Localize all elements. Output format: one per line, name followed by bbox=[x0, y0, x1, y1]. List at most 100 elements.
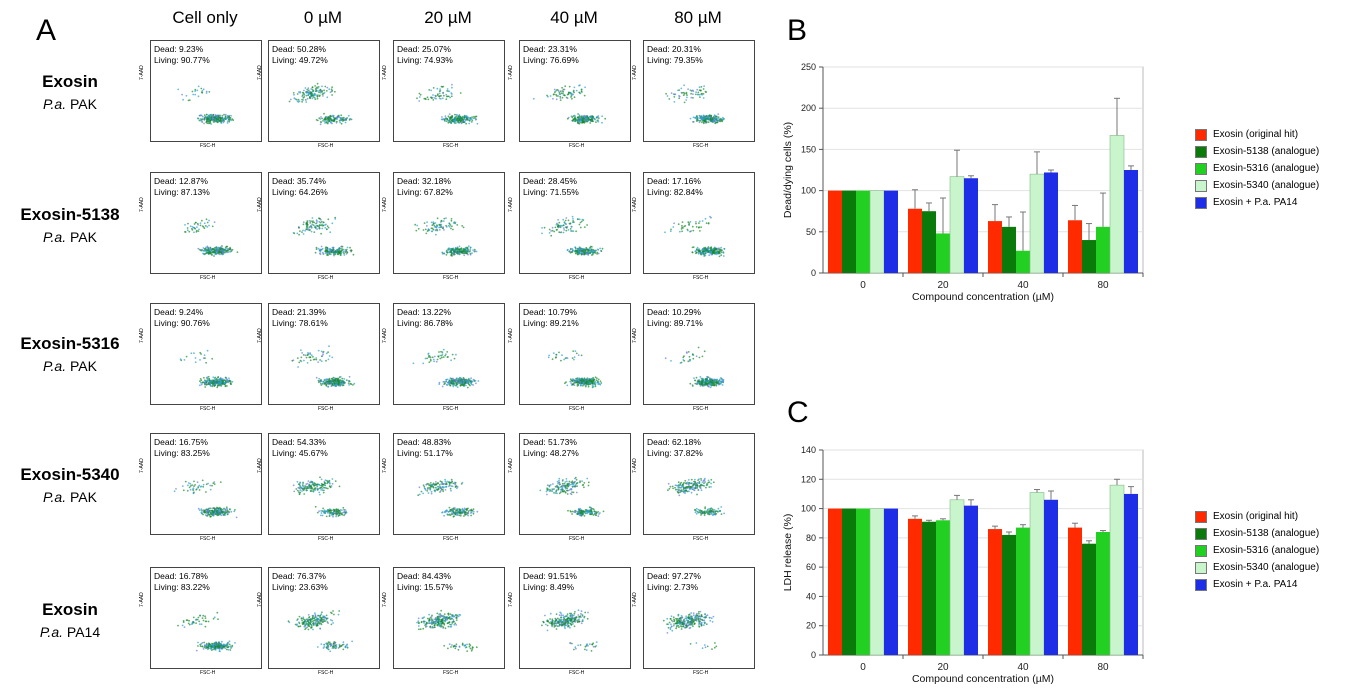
flow-y-axis-label: 7-AAD bbox=[632, 328, 638, 343]
y-tick-label: 20 bbox=[806, 621, 816, 631]
flow-x-axis-label: FSC-H bbox=[693, 406, 709, 412]
strain-species: P.a. bbox=[43, 358, 67, 374]
flow-scatter bbox=[664, 215, 726, 258]
living-percentage: Living: 87.13% bbox=[154, 187, 210, 197]
bar bbox=[1096, 226, 1110, 273]
bar bbox=[828, 508, 842, 655]
dead-percentage: Dead: 91.51% bbox=[523, 571, 577, 581]
flow-x-axis-label: FSC-H bbox=[693, 536, 709, 542]
living-percentage: Living: 79.35% bbox=[647, 55, 703, 65]
y-tick-label: 100 bbox=[801, 504, 816, 514]
legend-swatch bbox=[1195, 179, 1207, 192]
flow-plot-stats: Dead: 62.18% Living: 37.82% bbox=[647, 437, 703, 459]
bar bbox=[1016, 250, 1030, 273]
flow-y-axis-label: 7-AAD bbox=[139, 328, 145, 343]
strain-species: P.a. bbox=[39, 624, 63, 640]
dead-percentage: Dead: 10.79% bbox=[523, 307, 577, 317]
bar bbox=[988, 529, 1002, 655]
flow-scatter bbox=[177, 611, 236, 653]
bar bbox=[936, 520, 950, 655]
flow-plot: Dead: 62.18% Living: 37.82% 7-AAD FSC-H bbox=[632, 433, 755, 545]
row-label: Exosin-5316 P.a. PAK bbox=[0, 334, 140, 374]
flow-plot: Dead: 97.27% Living: 2.73% 7-AAD FSC-H bbox=[632, 567, 755, 679]
flow-plot-frame bbox=[268, 567, 380, 669]
flow-scatter bbox=[416, 609, 478, 652]
bar bbox=[1068, 220, 1082, 273]
flow-plot: Dead: 51.73% Living: 48.27% 7-AAD FSC-H bbox=[508, 433, 631, 545]
flow-plot: Dead: 10.29% Living: 89.71% 7-AAD FSC-H bbox=[632, 303, 755, 415]
living-percentage: Living: 49.72% bbox=[272, 55, 328, 65]
panel-letter-c: C bbox=[787, 396, 809, 429]
flow-plot-stats: Dead: 35.74% Living: 64.26% bbox=[272, 176, 328, 198]
flow-plot-stats: Dead: 21.39% Living: 78.61% bbox=[272, 307, 328, 329]
bar bbox=[1096, 532, 1110, 655]
bar bbox=[1124, 493, 1138, 655]
bar bbox=[1082, 240, 1096, 273]
legend-swatch bbox=[1195, 510, 1207, 523]
flow-scatter bbox=[417, 478, 479, 518]
legend-label: Exosin + P.a. PA14 bbox=[1213, 197, 1298, 208]
row-compound-name: Exosin bbox=[42, 600, 98, 619]
row-compound-name: Exosin-5138 bbox=[20, 205, 120, 224]
flow-plot-stats: Dead: 16.75% Living: 83.25% bbox=[154, 437, 210, 459]
living-percentage: Living: 64.26% bbox=[272, 187, 328, 197]
flow-x-axis-label: FSC-H bbox=[693, 670, 709, 676]
flow-y-axis-label: 7-AAD bbox=[382, 65, 388, 80]
flow-y-axis-label: 7-AAD bbox=[632, 197, 638, 212]
flow-y-axis-label: 7-AAD bbox=[508, 592, 514, 607]
column-header: 0 µM bbox=[303, 8, 343, 27]
flow-y-axis-label: 7-AAD bbox=[382, 328, 388, 343]
living-percentage: Living: 67.82% bbox=[397, 187, 453, 197]
row-compound-name: Exosin-5340 bbox=[20, 465, 120, 484]
chart-c-ldh-release: 0 20 40 60 80 100 120 140 0 20 40 80 Compound concen… bbox=[782, 445, 1144, 685]
flow-scatter bbox=[292, 216, 355, 257]
legend-swatch bbox=[1195, 544, 1207, 557]
flow-plot: Dead: 17.16% Living: 82.84% 7-AAD FSC-H bbox=[632, 172, 755, 284]
flow-scatter bbox=[667, 477, 725, 517]
flow-plot-stats: Dead: 51.73% Living: 48.27% bbox=[523, 437, 579, 459]
living-percentage: Living: 15.57% bbox=[397, 582, 453, 592]
flow-y-axis-label: 7-AAD bbox=[508, 65, 514, 80]
dead-percentage: Dead: 76.37% bbox=[272, 571, 326, 581]
row-strain: P.a. PAK bbox=[0, 358, 140, 374]
flow-y-axis-label: 7-AAD bbox=[632, 65, 638, 80]
dead-percentage: Dead: 17.16% bbox=[647, 176, 701, 186]
flow-x-axis-label: FSC-H bbox=[318, 536, 334, 542]
dead-percentage: Dead: 50.28% bbox=[272, 44, 326, 54]
flow-plot-frame bbox=[519, 40, 631, 142]
living-percentage: Living: 8.49% bbox=[523, 582, 575, 592]
bar bbox=[964, 178, 978, 273]
legend-swatch bbox=[1195, 145, 1207, 158]
x-tick-label: 0 bbox=[860, 280, 866, 291]
legend-item: Exosin-5138 (analogue) bbox=[1195, 143, 1319, 160]
flow-plot-stats: Dead: 16.78% Living: 83.22% bbox=[154, 571, 210, 593]
legend-item: Exosin-5316 (analogue) bbox=[1195, 160, 1319, 177]
flow-scatter bbox=[416, 83, 479, 125]
flow-x-axis-label: FSC-H bbox=[569, 406, 585, 412]
flow-y-axis-label: 7-AAD bbox=[257, 197, 263, 212]
y-tick-label: 250 bbox=[801, 62, 816, 72]
bar bbox=[842, 508, 856, 655]
chart-b-dead-dying-cells: 0 50 100 150 200 250 0 20 40 80 Compound concentra… bbox=[782, 62, 1144, 303]
flow-scatter bbox=[412, 348, 480, 389]
flow-plot: Dead: 23.31% Living: 76.69% 7-AAD FSC-H bbox=[508, 40, 631, 152]
flow-plot-frame bbox=[150, 303, 262, 405]
flow-scatter bbox=[173, 479, 238, 519]
living-percentage: Living: 76.69% bbox=[523, 55, 579, 65]
flow-x-axis-label: FSC-H bbox=[318, 143, 334, 149]
dead-percentage: Dead: 32.18% bbox=[397, 176, 451, 186]
bar bbox=[828, 190, 842, 273]
bar bbox=[884, 190, 898, 273]
flow-plot-stats: Dead: 91.51% Living: 8.49% bbox=[523, 571, 577, 593]
chart-b-legend: Exosin (original hit) Exosin-5138 (analog… bbox=[1195, 126, 1319, 211]
bar bbox=[922, 211, 936, 273]
row-label: Exosin P.a. PAK bbox=[0, 72, 140, 112]
flow-scatter bbox=[177, 85, 235, 125]
strain-id: PAK bbox=[70, 229, 97, 245]
flow-plot-stats: Dead: 17.16% Living: 82.84% bbox=[647, 176, 703, 198]
legend-swatch bbox=[1195, 578, 1207, 591]
dead-percentage: Dead: 20.31% bbox=[647, 44, 701, 54]
flow-x-axis-label: FSC-H bbox=[443, 275, 459, 281]
flow-plot-stats: Dead: 9.24% Living: 90.76% bbox=[154, 307, 210, 329]
flow-plot: Dead: 50.28% Living: 49.72% 7-AAD FSC-H bbox=[257, 40, 380, 152]
